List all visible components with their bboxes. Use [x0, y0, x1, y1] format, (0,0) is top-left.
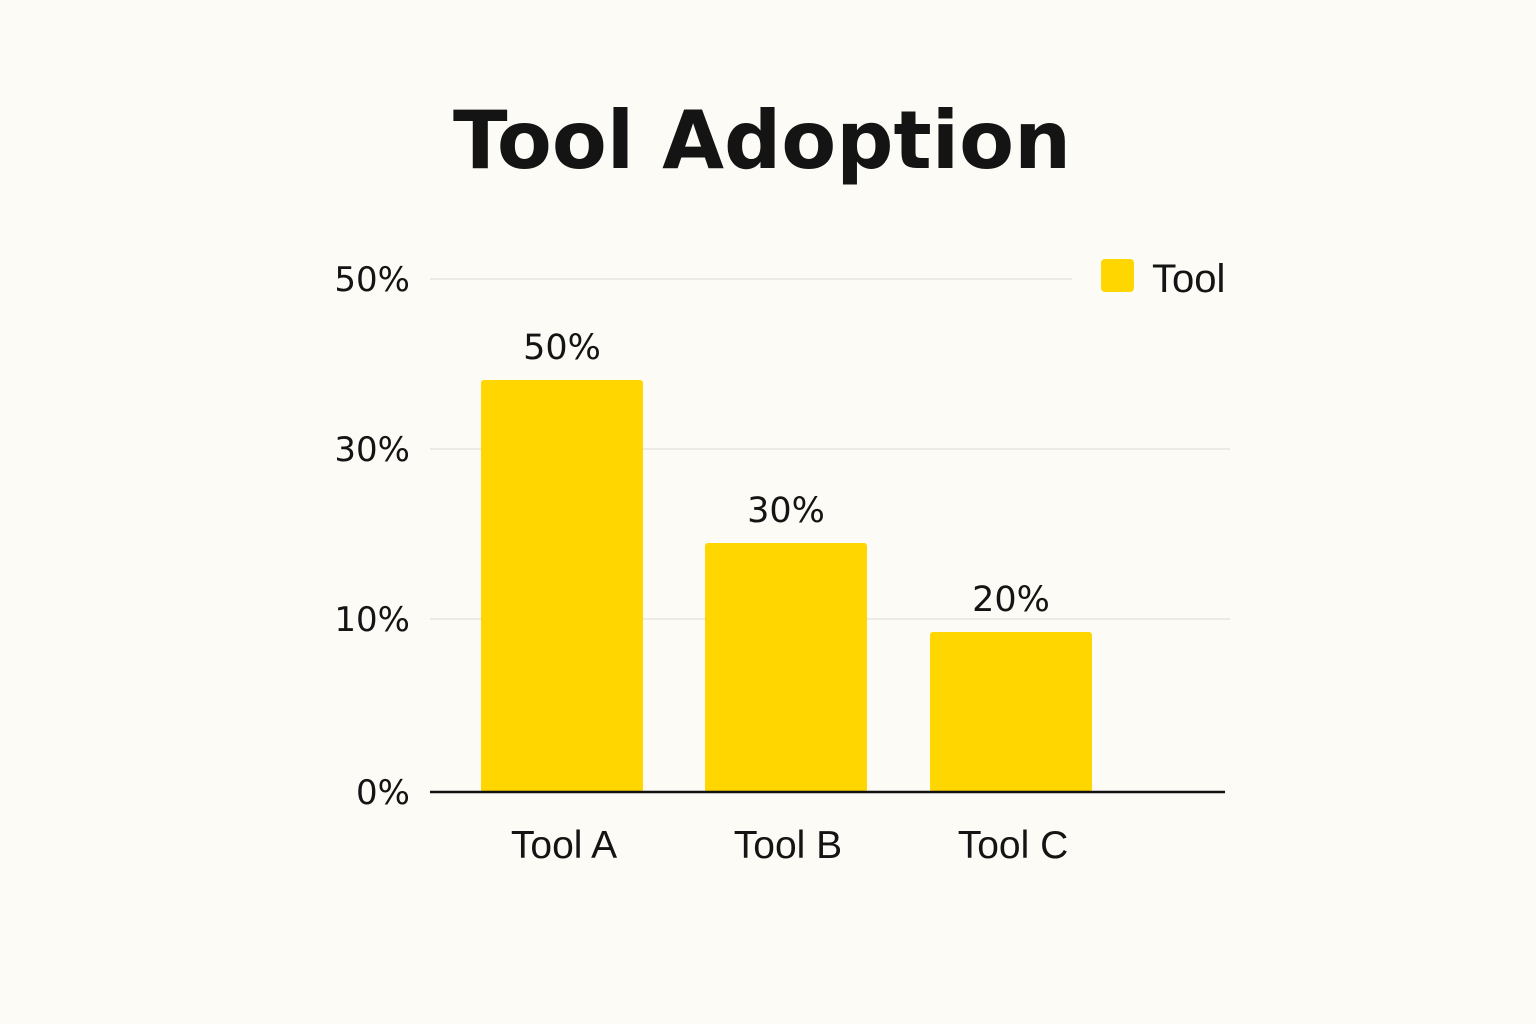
x-tick-label: Tool B — [734, 824, 842, 867]
bar-tool-b — [705, 543, 867, 792]
chart-title: Tool Adoption — [453, 94, 1071, 187]
y-tick-label: 10% — [334, 600, 410, 640]
data-label: 20% — [972, 580, 1050, 620]
y-tick-label: 50% — [334, 260, 410, 300]
y-tick-label: 30% — [334, 430, 410, 470]
data-label: 50% — [523, 328, 601, 368]
y-axis-ticks: 0% 10% 30% 50% — [334, 260, 410, 813]
bar-tool-a — [481, 380, 643, 792]
data-labels: 50% 30% 20% — [523, 328, 1050, 620]
x-tick-label: Tool C — [958, 824, 1069, 867]
legend-swatch — [1101, 259, 1134, 292]
y-tick-label: 0% — [356, 773, 410, 813]
data-label: 30% — [747, 491, 825, 531]
legend-label: Tool — [1152, 257, 1225, 301]
x-tick-label: Tool A — [511, 824, 617, 867]
x-axis-ticks: Tool A Tool B Tool C — [511, 824, 1068, 867]
bar-tool-c — [930, 632, 1092, 792]
bars — [481, 380, 1092, 792]
legend: Tool — [1101, 257, 1225, 301]
